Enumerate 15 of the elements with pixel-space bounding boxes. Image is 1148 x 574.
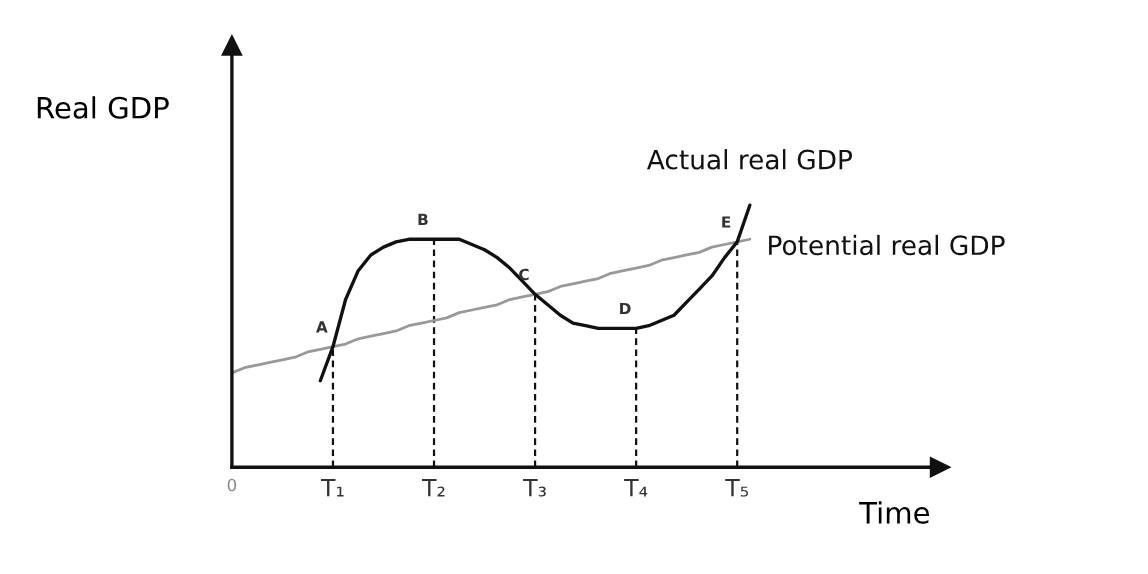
y-axis-title: Real GDP xyxy=(37,96,169,119)
annotation: C xyxy=(519,268,529,281)
annotation: A xyxy=(316,321,328,333)
annotation: B xyxy=(418,213,428,225)
x-tick-label: T₃ xyxy=(523,479,546,497)
series-label: Potential real GDP xyxy=(769,234,1005,256)
x-tick-label: T₅ xyxy=(725,479,749,497)
x-tick-label: 0 xyxy=(227,478,237,492)
x-tick-label: T₂ xyxy=(422,479,445,497)
x-tick-label: T₁ xyxy=(320,479,344,497)
annotation: E xyxy=(722,216,731,228)
x-tick-label: T₄ xyxy=(624,479,648,497)
x-axis-title: Time xyxy=(859,501,930,524)
series-label: Actual real GDP xyxy=(646,149,852,170)
annotation: D xyxy=(620,302,631,315)
